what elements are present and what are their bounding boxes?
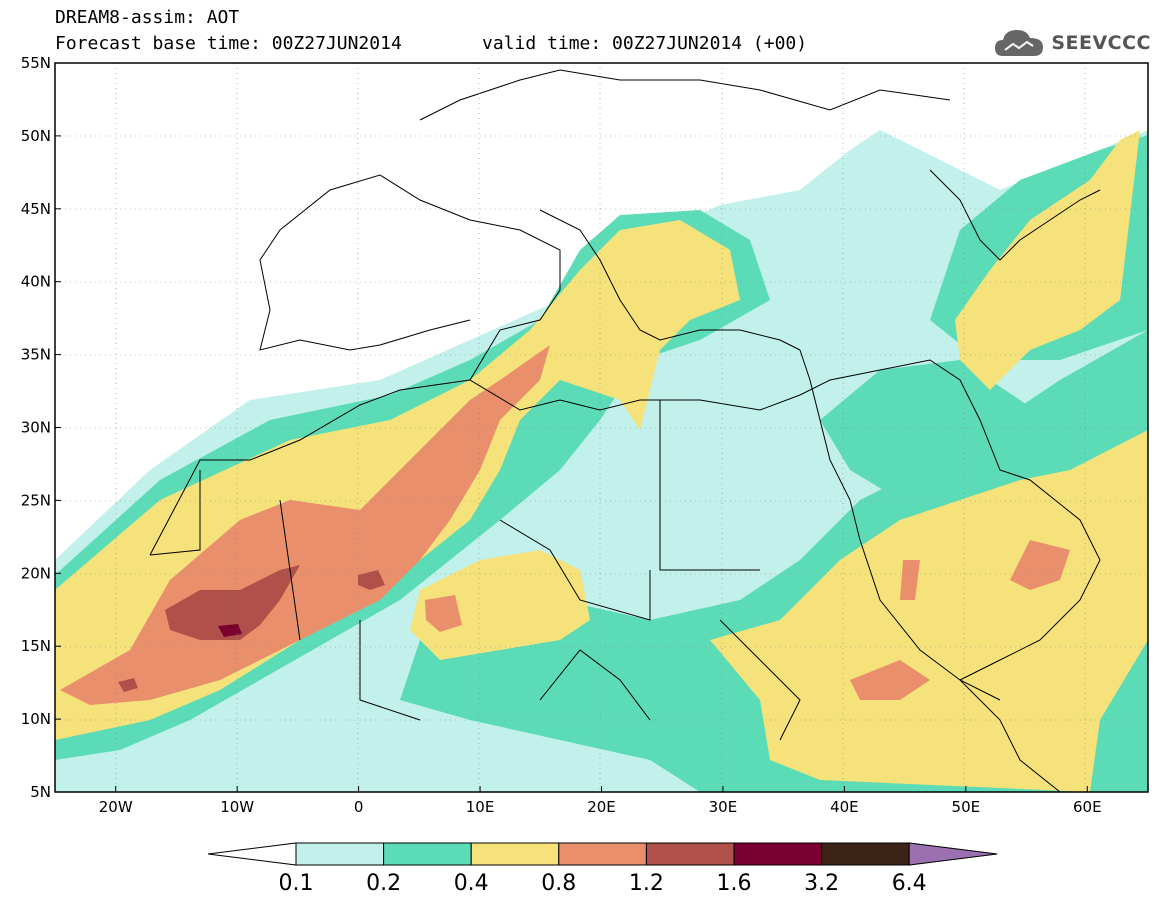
seevccc-logo: SEEVCCC [993,26,1151,60]
aot-level-1-2 [118,565,385,692]
gridlines [55,63,1148,792]
colorbar-level-label: 0.1 [279,871,314,896]
lat-label: 45N [21,200,51,218]
logo-text: SEEVCCC [1051,32,1151,54]
lat-label: 35N [21,346,51,364]
lat-label: 15N [21,637,51,655]
lat-label: 5N [30,783,51,801]
colorbar-level-label: 0.8 [541,871,576,896]
colorbar-level-label: 3.2 [804,871,839,896]
lat-label: 30N [21,419,51,437]
lat-label: 20N [21,564,51,582]
lon-label: 50E [952,798,981,816]
colorbar-swatch [295,842,385,866]
lat-label: 50N [21,127,51,145]
latitude-labels: 55N 50N 45N 40N 35N 30N 25N 20N 15N 10N 5N [21,54,61,801]
colorbar-level-label: 1.6 [717,871,752,896]
colorbar: 0.1 0.2 0.4 0.8 1.2 1.6 3.2 6.4 [207,842,998,896]
lon-label: 40E [830,798,859,816]
map-title: DREAM8-assim: AOT [55,7,240,28]
colorbar-swatch [733,842,823,866]
colorbar-level-label: 1.2 [629,871,664,896]
lat-label: 55N [21,54,51,72]
lat-label: 10N [21,710,51,728]
lon-label: 0 [354,798,364,816]
colorbar-above-arrow [908,842,998,866]
colorbar-swatch [470,842,560,866]
colorbar-swatch [645,842,735,866]
valid-time: valid time: 00Z27JUN2014 (+00) [482,33,808,54]
forecast-base-time: Forecast base time: 00Z27JUN2014 [55,33,402,54]
lon-label: 30E [709,798,738,816]
longitude-labels: 20W 10W 0 10E 20E 30E 40E 50E 60E [99,786,1102,816]
colorbar-swatch [558,842,647,866]
colorbar-level-label: 6.4 [892,871,927,896]
aot-level-1-6 [218,624,242,637]
lon-label: 10W [220,798,254,816]
lon-label: 60E [1073,798,1102,816]
colorbar-level-label: 0.2 [366,871,401,896]
colorbar-level-label: 0.4 [454,871,489,896]
boundaries [149,69,1101,792]
lat-label: 25N [21,491,51,509]
colorbar-swatch [383,842,472,866]
lon-label: 20W [99,798,133,816]
lat-label: 40N [21,273,51,291]
lon-label: 10E [466,798,495,816]
colorbar-below-arrow [207,842,297,866]
colorbar-swatch [821,842,910,866]
lon-label: 20E [587,798,616,816]
aot-fields [55,130,1148,792]
cloud-icon [995,30,1044,56]
